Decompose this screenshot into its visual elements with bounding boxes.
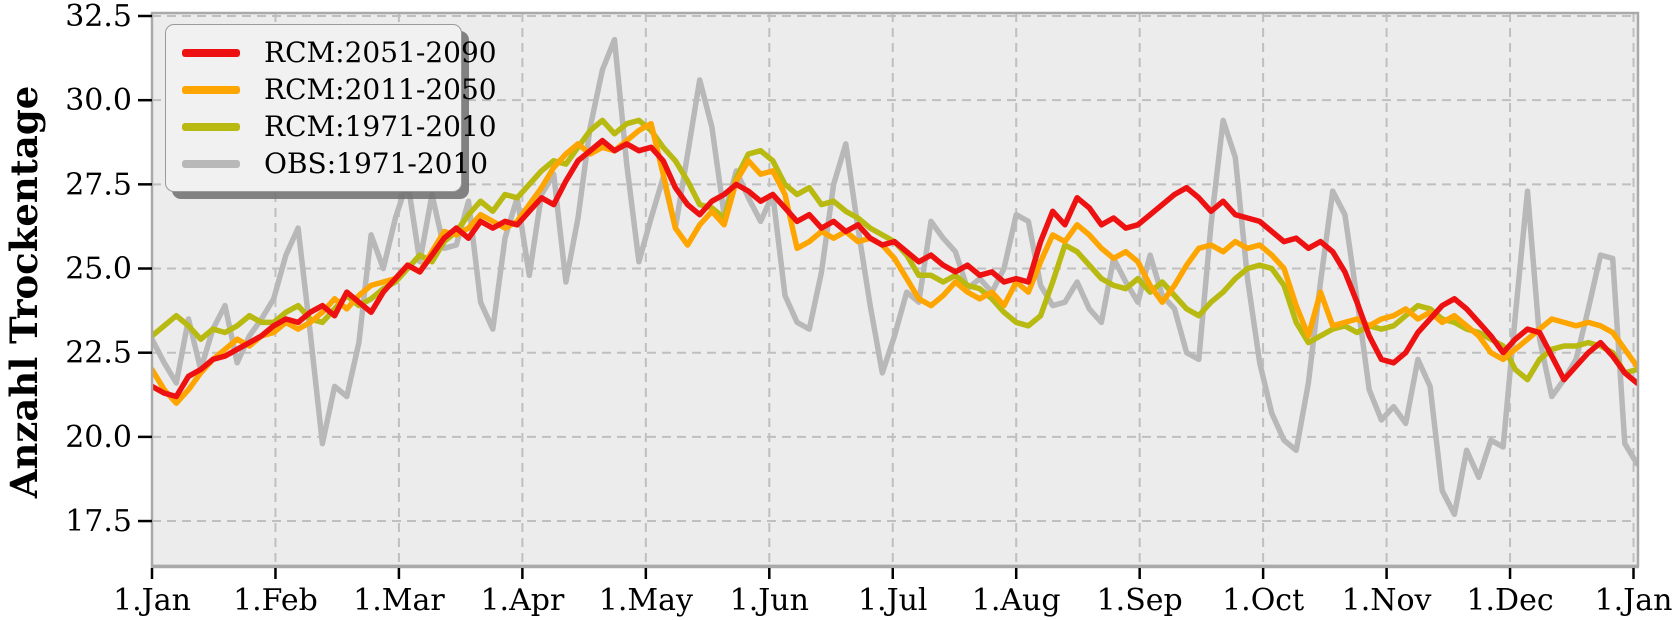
legend-entry: RCM:2051-2090 [182, 34, 497, 71]
legend-label: RCM:1971-2010 [264, 110, 497, 143]
y-tick-label: 22.5 [65, 336, 132, 371]
y-tick-label: 20.0 [65, 420, 132, 455]
x-tick-label: 1.Jun [730, 583, 809, 618]
legend-label: OBS:1971-2010 [264, 147, 489, 180]
x-tick-label: 1.Apr [480, 583, 564, 618]
x-tick-label: 1.Jan [1595, 583, 1673, 618]
x-tick-label: 1.Mar [353, 583, 445, 618]
legend-entry: RCM:2011-2050 [182, 71, 497, 108]
tick-marks [138, 14, 1635, 579]
legend-label: RCM:2051-2090 [264, 36, 497, 69]
y-axis-title: Anzahl Trockentage [2, 85, 46, 499]
x-tick-label: 1.Nov [1342, 583, 1432, 618]
legend-label: RCM:2011-2050 [264, 73, 497, 106]
legend: RCM:2051-2090 RCM:2011-2050 RCM:1971-2010 O… [165, 24, 497, 192]
legend-line-swatch [182, 85, 240, 94]
x-tick-label: 1.Feb [233, 583, 318, 618]
x-tick-label: 1.Dec [1466, 583, 1553, 618]
x-tick-label: 1.Jul [858, 583, 928, 618]
y-tick-label: 27.5 [65, 167, 132, 202]
legend-entry: OBS:1971-2010 [182, 145, 488, 182]
tick-labels: 17.5 20.0 22.5 25.0 27.5 30.0 32.5 1.Jan 1.Feb 1.… [65, 0, 1672, 618]
y-tick-label: 30.0 [65, 83, 132, 118]
x-tick-label: 1.Jan [113, 583, 191, 618]
x-tick-label: 1.Aug [972, 583, 1061, 618]
series-line-rcm-2051-2090 [152, 137, 1638, 400]
legend-entry: RCM:1971-2010 [182, 108, 497, 145]
x-tick-label: 1.Oct [1222, 583, 1304, 618]
series-line-obs-1971-2010 [152, 36, 1638, 518]
y-tick-label: 17.5 [65, 504, 132, 539]
legend-line-swatch [182, 122, 240, 131]
x-tick-label: 1.May [599, 583, 693, 618]
y-tick-label: 32.5 [65, 0, 132, 34]
legend-line-swatch [182, 159, 240, 168]
legend-line-swatch [182, 48, 240, 57]
y-tick-label: 25.0 [65, 252, 132, 287]
x-tick-label: 1.Sep [1097, 583, 1183, 618]
